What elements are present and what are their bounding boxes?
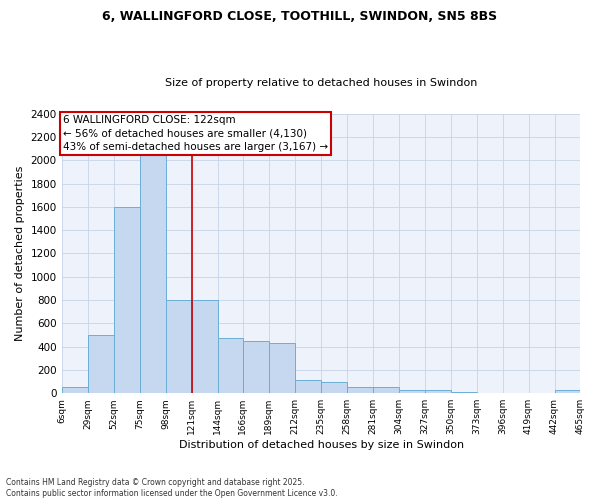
Bar — [347, 388, 373, 393]
Text: Contains HM Land Registry data © Crown copyright and database right 2025.
Contai: Contains HM Land Registry data © Crown c… — [6, 478, 338, 498]
Text: 6 WALLINGFORD CLOSE: 122sqm
← 56% of detached houses are smaller (4,130)
43% of : 6 WALLINGFORD CLOSE: 122sqm ← 56% of det… — [63, 115, 328, 152]
Bar — [554, 390, 581, 393]
Bar — [218, 338, 242, 393]
Bar — [62, 388, 88, 393]
Bar — [503, 392, 529, 393]
Bar — [476, 392, 503, 393]
Bar — [166, 300, 191, 393]
X-axis label: Distribution of detached houses by size in Swindon: Distribution of detached houses by size … — [179, 440, 464, 450]
Bar — [140, 143, 166, 393]
Bar — [320, 382, 347, 393]
Bar — [398, 390, 425, 393]
Bar — [191, 300, 218, 393]
Bar — [242, 341, 269, 393]
Bar — [529, 392, 554, 393]
Title: Size of property relative to detached houses in Swindon: Size of property relative to detached ho… — [165, 78, 477, 88]
Text: 6, WALLINGFORD CLOSE, TOOTHILL, SWINDON, SN5 8BS: 6, WALLINGFORD CLOSE, TOOTHILL, SWINDON,… — [103, 10, 497, 23]
Bar — [451, 392, 476, 393]
Bar — [373, 388, 398, 393]
Bar — [295, 380, 320, 393]
Y-axis label: Number of detached properties: Number of detached properties — [15, 166, 25, 341]
Bar — [269, 343, 295, 393]
Bar — [113, 207, 140, 393]
Bar — [425, 390, 451, 393]
Bar — [88, 335, 113, 393]
